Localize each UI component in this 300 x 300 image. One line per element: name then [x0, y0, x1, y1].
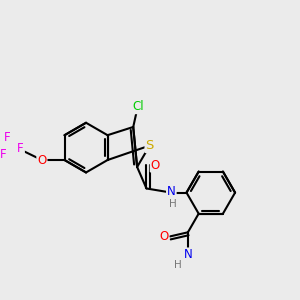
Text: Cl: Cl: [132, 100, 143, 113]
Text: F: F: [4, 131, 10, 144]
Text: N: N: [184, 248, 192, 261]
Text: O: O: [37, 154, 46, 166]
Text: H: H: [169, 199, 177, 209]
Text: S: S: [146, 139, 154, 152]
Text: F: F: [17, 142, 24, 155]
Text: N: N: [167, 185, 176, 198]
Text: O: O: [151, 158, 160, 172]
Text: O: O: [159, 230, 169, 243]
Text: H: H: [173, 260, 181, 270]
Text: F: F: [0, 148, 7, 161]
